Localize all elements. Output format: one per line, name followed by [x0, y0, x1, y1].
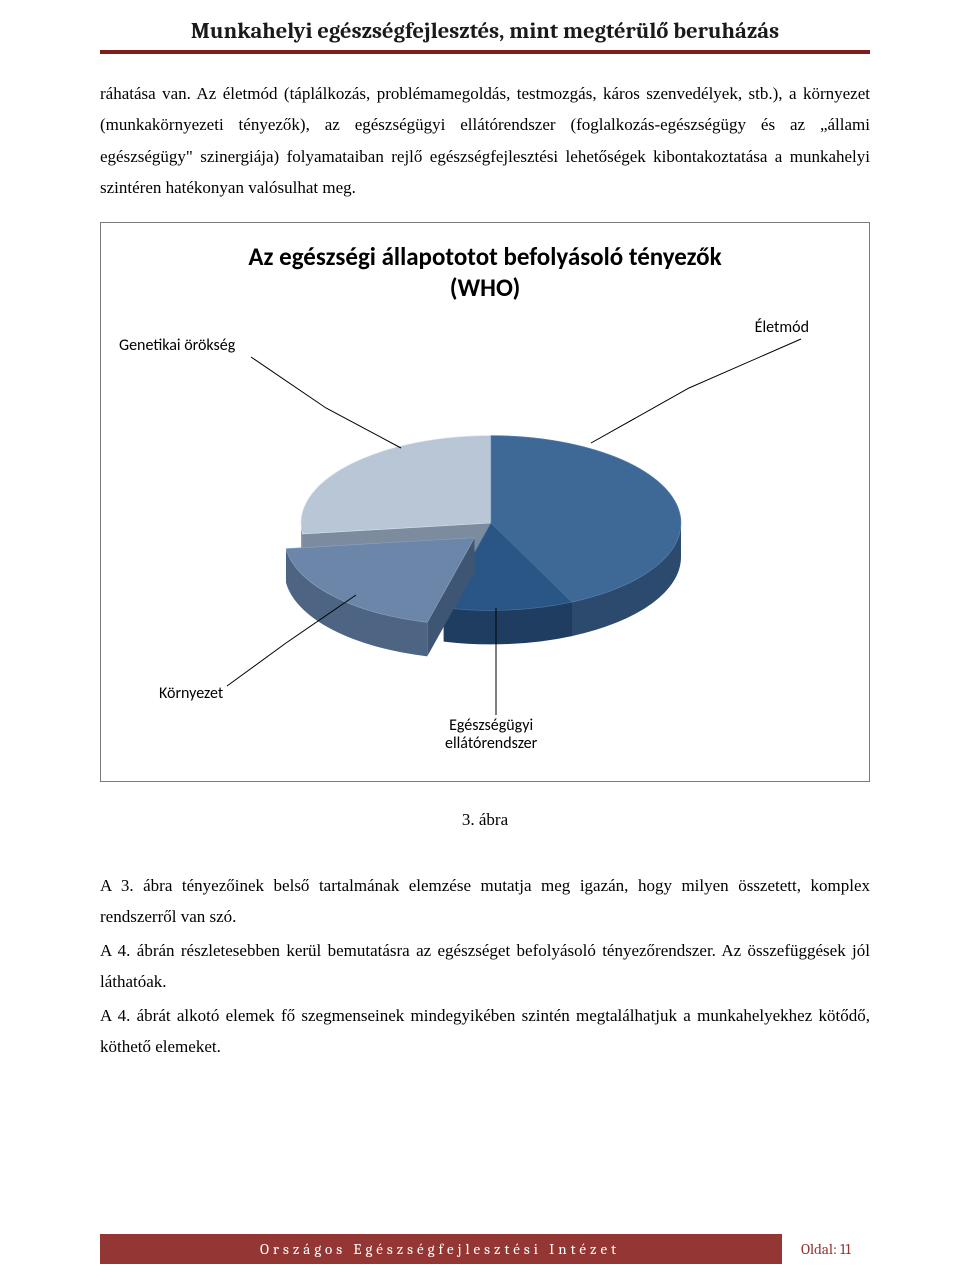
label-healthcare: Egészségügyi ellátórendszer: [445, 717, 537, 754]
who-factors-chart: Az egészségi állapototot befolyásoló tén…: [100, 222, 870, 782]
paragraph-1: A 3. ábra tényezőinek belső tartalmának …: [100, 870, 870, 933]
label-healthcare-line2: ellátórendszer: [445, 734, 537, 753]
paragraph-3: A 4. ábrát alkotó elemek fő szegmenseine…: [100, 1000, 870, 1063]
footer-page-number: Oldal: 11: [780, 1234, 870, 1264]
page-header-title: Munkahelyi egészségfejlesztés, mint megt…: [100, 18, 870, 48]
header-rule: [100, 50, 870, 54]
footer-org: Országos Egészségfejlesztési Intézet: [100, 1234, 780, 1264]
label-environment: Környezet: [159, 685, 223, 703]
page-footer: Országos Egészségfejlesztési Intézet Old…: [100, 1234, 870, 1264]
leader-lifestyle: [591, 339, 801, 443]
leader-environment: [227, 595, 356, 686]
figure-caption: 3. ábra: [100, 810, 870, 830]
label-genetics: Genetikai örökség: [119, 337, 235, 355]
leader-genetics: [251, 357, 401, 448]
label-healthcare-line1: Egészségügyi: [449, 716, 533, 735]
label-lifestyle: Életmód: [755, 319, 809, 337]
intro-paragraph: ráhatása van. Az életmód (táplálkozás, p…: [100, 78, 870, 204]
paragraph-2: A 4. ábrán részletesebben kerül bemutatá…: [100, 935, 870, 998]
